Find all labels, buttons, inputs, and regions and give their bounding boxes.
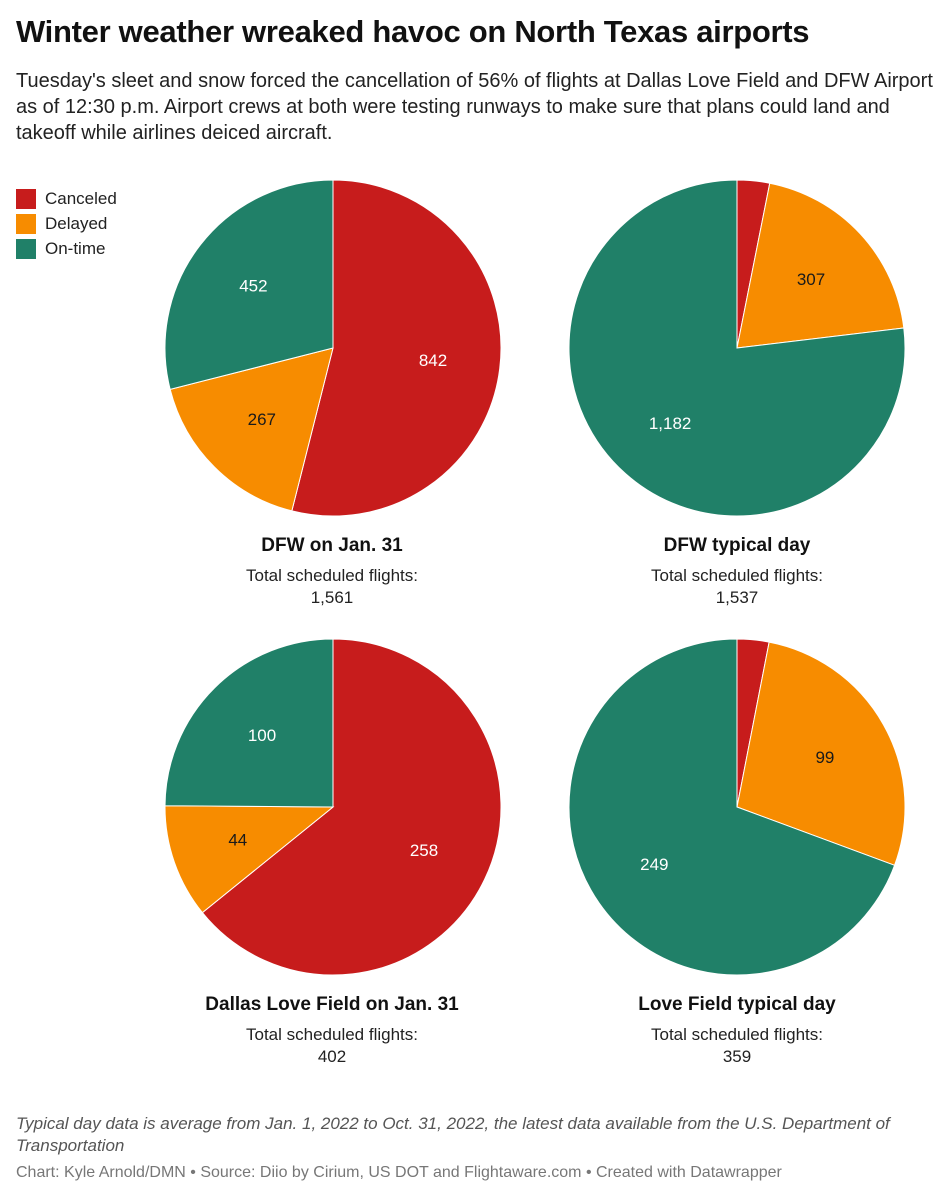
pie-slice-love-typical-on-time [568, 638, 896, 976]
pie-charts: 842 267 452 307 1,182 258 44 100 99 249 [164, 179, 906, 976]
legend-label-delayed: Delayed [45, 213, 108, 233]
pie-total-dfw-jan31: 1,561 [310, 588, 354, 607]
legend-item-delayed: Delayed [16, 211, 117, 236]
pie-title-love-jan31: Dallas Love Field on Jan. 31 [205, 994, 459, 1015]
chart-credit: Chart: Kyle Arnold/DMN • Source: Diio by… [16, 1164, 782, 1181]
legend-item-ontime: On-time [16, 236, 117, 261]
pie-label-love-jan31-delayed: 44 [228, 831, 247, 850]
pie-label-dfw-typical-delayed: 307 [797, 270, 825, 289]
pie-label-love-jan31-on-time: 100 [248, 726, 276, 745]
pie-slice-dfw-jan31-delayed [169, 347, 334, 512]
pie-total-label-love-typical: Total scheduled flights: [651, 1025, 823, 1044]
pie-love-jan31: 258 44 100 [164, 638, 502, 976]
pie-label-dfw-typical-on-time: 1,182 [649, 414, 692, 433]
pie-slice-dfw-typical-delayed [736, 182, 905, 349]
pie-total-label-dfw-jan31: Total scheduled flights: [246, 566, 418, 585]
legend-swatch-canceled [16, 188, 36, 209]
legend: Canceled Delayed On-time [16, 186, 117, 261]
pie-label-dfw-jan31-canceled: 842 [419, 351, 447, 370]
pie-dfw-typical: 307 1,182 [568, 179, 906, 517]
pie-slice-love-jan31-on-time [164, 638, 334, 808]
chart-notes: Typical day data is average from Jan. 1,… [16, 1114, 890, 1155]
pie-slice-dfw-typical-on-time [568, 179, 906, 517]
pie-total-label-dfw-typical: Total scheduled flights: [651, 566, 823, 585]
pie-love-typical: 99 249 [568, 638, 906, 976]
pie-total-label-love-jan31: Total scheduled flights: [246, 1025, 418, 1044]
legend-label-ontime: On-time [45, 238, 106, 258]
legend-item-canceled: Canceled [16, 186, 117, 211]
pie-slice-dfw-jan31-canceled [291, 179, 502, 517]
chart-subtitle: Tuesday's sleet and snow forced the canc… [16, 70, 933, 144]
legend-swatch-ontime [16, 238, 36, 259]
pie-title-love-typical: Love Field typical day [638, 994, 836, 1015]
pie-label-love-jan31-canceled: 258 [410, 841, 438, 860]
legend-label-canceled: Canceled [45, 188, 117, 208]
pie-label-love-typical-delayed: 99 [815, 748, 834, 767]
pie-total-love-typical: 359 [722, 1047, 752, 1066]
pie-label-dfw-jan31-on-time: 452 [239, 277, 267, 296]
pie-label-love-typical-on-time: 249 [640, 855, 668, 874]
pie-slice-love-jan31-delayed [164, 805, 335, 914]
pie-total-love-jan31: 402 [317, 1047, 347, 1066]
legend-swatch-delayed [16, 213, 36, 234]
chart-title: Winter weather wreaked havoc on North Te… [16, 14, 810, 49]
pie-title-dfw-jan31: DFW on Jan. 31 [261, 535, 403, 556]
pie-slice-love-jan31-canceled [201, 638, 502, 976]
pie-slice-dfw-jan31-on-time [164, 179, 334, 390]
pie-label-dfw-jan31-delayed: 267 [248, 410, 276, 429]
pie-dfw-jan31: 842 267 452 [164, 179, 502, 517]
pie-title-dfw-typical: DFW typical day [663, 535, 811, 556]
pie-slice-love-typical-delayed [736, 641, 906, 866]
pie-total-dfw-typical: 1,537 [715, 588, 759, 607]
